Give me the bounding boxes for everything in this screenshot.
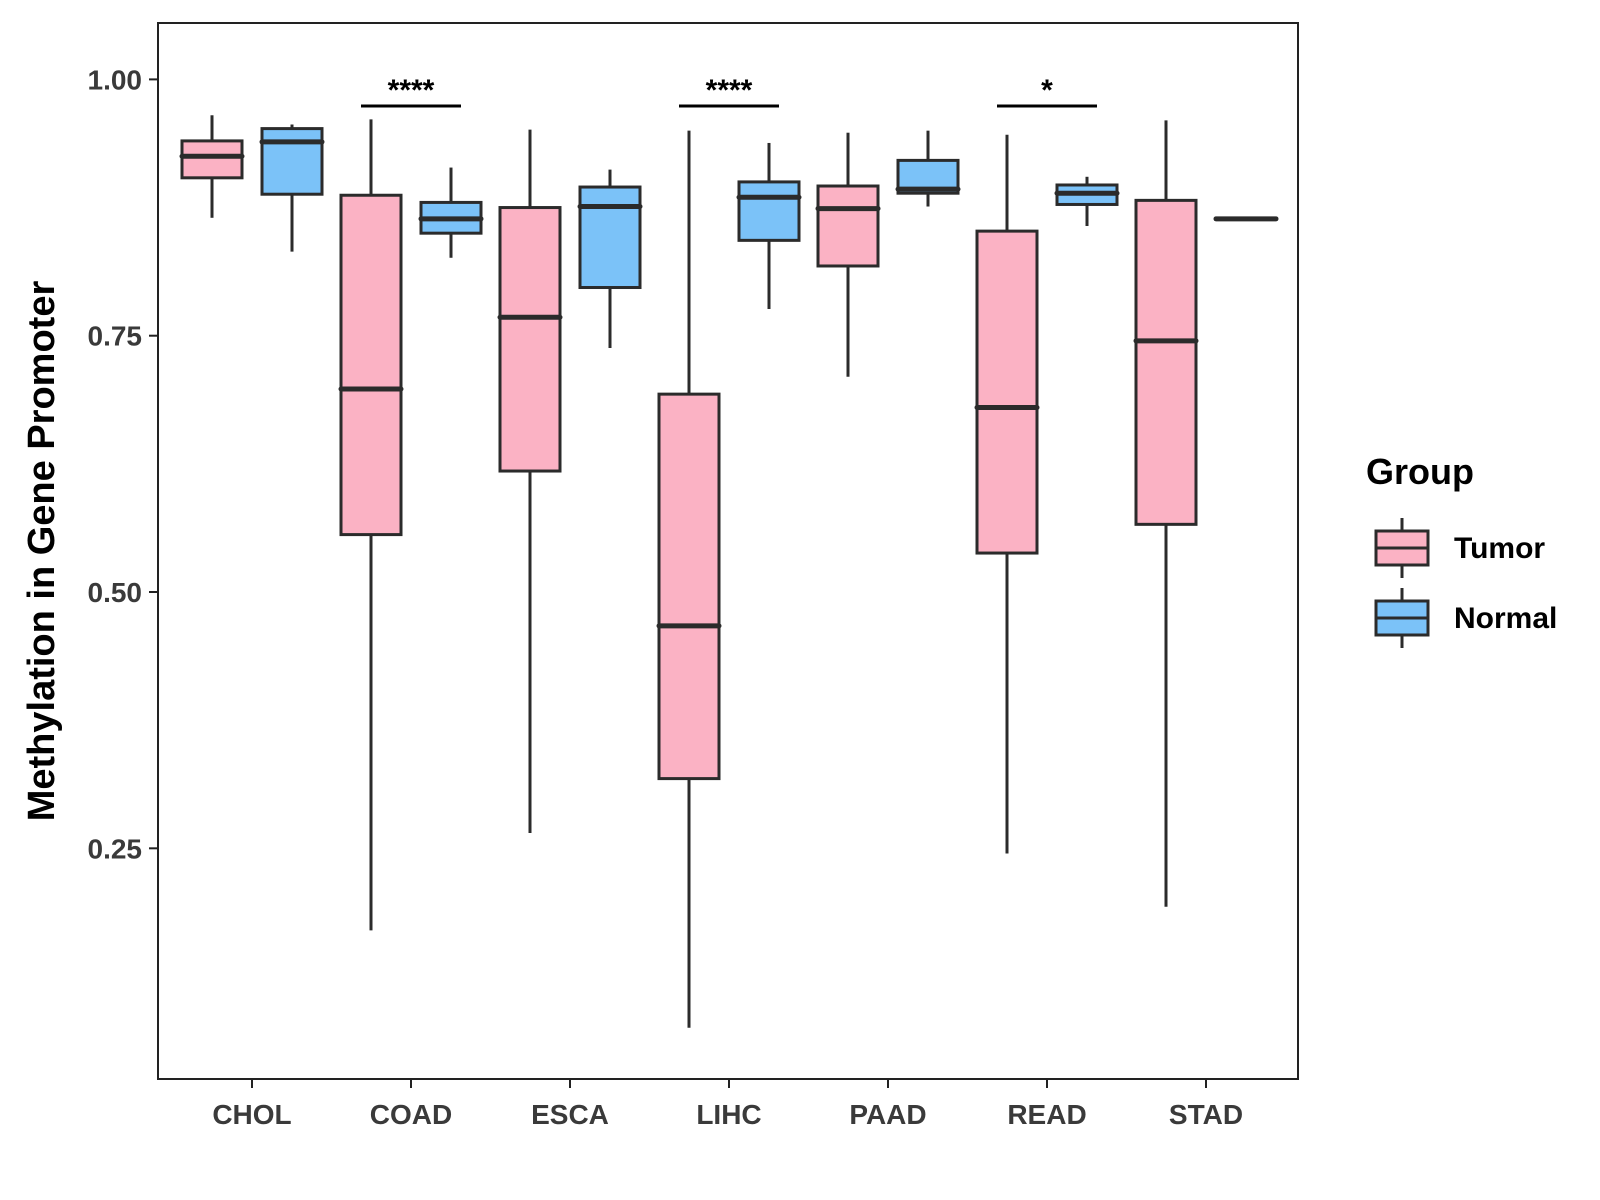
box-normal-lihc [736,142,802,310]
box-iqr [578,185,642,290]
x-tick-label-stad: STAD [1169,1099,1243,1130]
x-tick-label-coad: COAD [370,1099,452,1130]
x-axis: CHOL COAD ESCA LIHC PAAD READ STAD [212,1079,1243,1130]
y-axis-title: Methylation in Gene Promoter [21,281,63,822]
significance-label: **** [388,74,435,107]
box-iqr [498,206,562,473]
box-iqr [816,184,880,268]
legend: Group Tumor Normal [1366,451,1557,648]
box-normal-paad [895,130,961,207]
box-normal-coad [418,167,484,258]
x-tick-label-lihc: LIHC [696,1099,761,1130]
box-tumor-paad [815,132,881,377]
box-iqr [975,229,1039,555]
box-tumor-chol [179,115,245,218]
box-tumor-lihc [656,130,722,1028]
box-iqr [1134,198,1198,526]
box-tumor-stad [1133,120,1199,907]
box-iqr [260,127,324,196]
legend-label: Normal [1454,602,1557,635]
y-tick-label: 0.25 [88,833,143,864]
box-layer [179,115,1279,1028]
x-tick-label-esca: ESCA [531,1099,609,1130]
box-iqr [339,193,403,537]
box-tumor-coad [338,119,404,931]
box-normal-chol [259,124,325,252]
box-normal-read [1054,176,1120,226]
box-iqr [737,180,801,242]
legend-item-tumor: Tumor [1374,518,1545,578]
box-normal-esca [577,169,643,349]
box-normal-stad [1213,216,1279,222]
significance-layer: **** **** * [361,74,1097,108]
y-axis: 0.25 0.50 0.75 1.00 [88,64,158,864]
legend-title: Group [1366,451,1474,492]
y-tick-label: 0.75 [88,321,143,352]
legend-label: Tumor [1454,532,1545,565]
box-tumor-read [974,134,1040,854]
box-iqr [657,392,721,781]
significance-label: **** [706,74,753,107]
box-iqr [180,139,244,180]
x-tick-label-chol: CHOL [212,1099,291,1130]
y-tick-label: 1.00 [88,64,143,95]
significance-label: * [1041,74,1053,107]
box-tumor-esca [497,129,563,833]
x-tick-label-paad: PAAD [849,1099,926,1130]
legend-item-normal: Normal [1374,588,1557,648]
y-tick-label: 0.50 [88,577,143,608]
x-tick-label-read: READ [1007,1099,1086,1130]
